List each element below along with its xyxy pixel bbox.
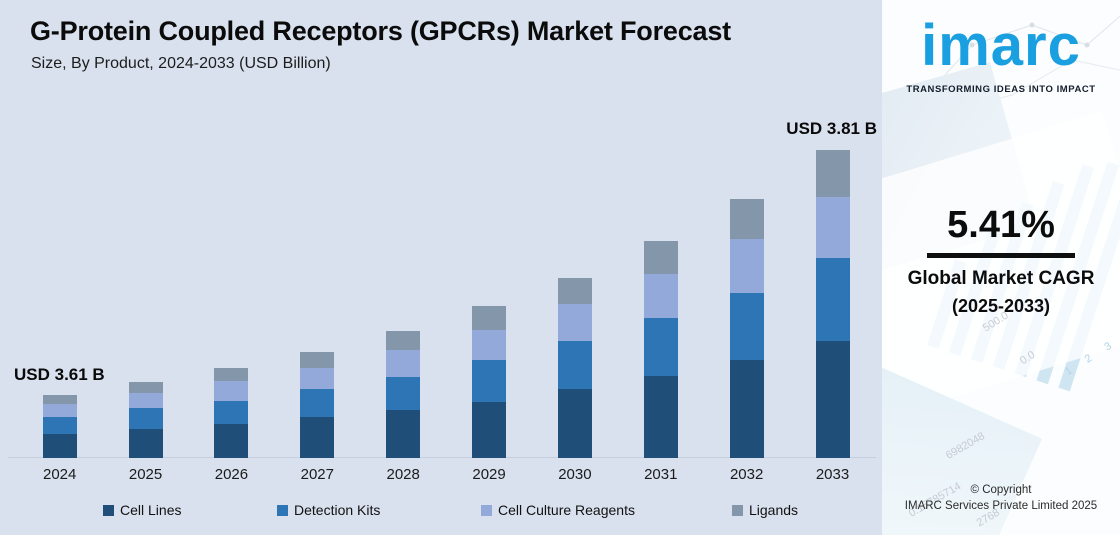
bar-segment-detection-kits: [128, 408, 163, 429]
bar-segment-ligands: [643, 241, 678, 274]
x-tick-2032: 2032: [729, 466, 764, 483]
bar-segment-cell-culture-reagents: [300, 368, 335, 389]
bar-segment-cell-culture-reagents: [729, 239, 764, 293]
bar-2028: [386, 331, 421, 458]
legend-label: Cell Lines: [120, 502, 182, 518]
x-tick-2029: 2029: [472, 466, 506, 483]
bar-segment-cell-lines: [472, 402, 507, 458]
bar-segment-ligands: [815, 150, 850, 197]
bar-segment-cell-culture-reagents: [386, 350, 421, 377]
page-title: G-Protein Coupled Receptors (GPCRs) Mark…: [30, 16, 731, 46]
bar-segment-detection-kits: [386, 377, 421, 410]
bar-segment-cell-lines: [42, 434, 77, 458]
legend-swatch: [277, 504, 288, 516]
cagr-label: Global Market CAGR: [907, 268, 1095, 289]
bar-2032: [729, 199, 764, 458]
bar-segment-detection-kits: [300, 389, 335, 417]
bar-2025: [128, 382, 163, 458]
bar-segment-cell-culture-reagents: [557, 304, 592, 341]
bar-2031: [643, 241, 678, 458]
cagr-underline: [927, 253, 1075, 258]
legend: Cell Lines Detection Kits Cell Culture Rea…: [0, 502, 882, 528]
bar-segment-detection-kits: [472, 360, 507, 402]
imarc-logo-tagline: TRANSFORMING IDEAS INTO IMPACT: [906, 84, 1096, 95]
x-axis-line: [8, 457, 876, 458]
bar-segment-detection-kits: [729, 293, 764, 360]
imarc-logo-text: imarc: [921, 13, 1081, 78]
bar-segment-detection-kits: [214, 401, 249, 424]
legend-label: Ligands: [749, 502, 799, 518]
bar-segment-ligands: [729, 199, 764, 239]
bar-segment-cell-culture-reagents: [128, 393, 163, 408]
bar-segment-cell-lines: [643, 376, 678, 458]
bar-segment-cell-culture-reagents: [472, 330, 507, 360]
bar-2029: [472, 306, 507, 458]
x-tick-2026: 2026: [214, 466, 249, 483]
bar-segment-ligands: [128, 382, 163, 393]
x-tick-2025: 2025: [128, 466, 163, 483]
bar-segment-ligands: [386, 331, 421, 350]
bar-2024: [42, 395, 77, 458]
x-tick-2027: 2027: [300, 466, 334, 483]
bar-segment-cell-lines: [214, 424, 249, 458]
bar-segment-cell-culture-reagents: [42, 404, 77, 417]
x-tick-2024: 2024: [43, 466, 77, 483]
legend-swatch: [103, 504, 114, 516]
x-tick-2033: 2033: [815, 466, 850, 483]
bar-2030: [557, 278, 592, 458]
copyright-note: © Copyright IMARC Services Private Limit…: [882, 482, 1120, 514]
legend-swatch: [481, 504, 492, 516]
value-label-2033: USD 3.81 B: [786, 119, 877, 138]
cagr-value: 5.41%: [947, 204, 1055, 246]
copyright-line2: IMARC Services Private Limited 2025: [904, 500, 1098, 512]
bar-segment-cell-lines: [128, 429, 163, 458]
bar-segment-ligands: [557, 278, 592, 304]
x-tick-2030: 2030: [558, 466, 592, 483]
cagr-block: 5.41% Global Market CAGR (2025-2033): [882, 204, 1120, 317]
bar-segment-detection-kits: [42, 417, 77, 434]
bar-segment-detection-kits: [643, 318, 678, 376]
bar-segment-cell-culture-reagents: [815, 197, 850, 258]
legend-item-detection-kits: Detection Kits: [277, 502, 380, 518]
legend-item-ligands: Ligands: [732, 502, 798, 518]
cagr-period: (2025-2033): [951, 296, 1051, 316]
legend-item-cell-culture-reagents: Cell Culture Reagents: [481, 502, 635, 518]
bar-2027: [300, 352, 335, 458]
bar-segment-cell-culture-reagents: [643, 274, 678, 318]
bar-segment-ligands: [42, 395, 77, 404]
bar-segment-cell-lines: [300, 417, 335, 458]
legend-label: Detection Kits: [294, 502, 381, 518]
bar-segment-cell-lines: [557, 389, 592, 458]
bar-segment-detection-kits: [557, 341, 592, 389]
x-tick-2031: 2031: [644, 466, 678, 483]
bar-segment-ligands: [472, 306, 507, 330]
bar-segment-cell-lines: [815, 341, 850, 458]
bar-segment-cell-lines: [386, 410, 421, 458]
bar-segment-detection-kits: [815, 258, 850, 341]
legend-item-cell-lines: Cell Lines: [103, 502, 181, 518]
bar-2033: [815, 150, 850, 458]
plot-area: USD 3.61 B USD 3.81 B 2024 2025 2026 2027 20…: [8, 119, 877, 483]
legend-swatch: [732, 504, 743, 516]
copyright-line1: © Copyright: [970, 484, 1032, 496]
value-label-2024: USD 3.61 B: [14, 365, 105, 384]
chart-area: G-Protein Coupled Receptors (GPCRs) Mark…: [0, 16, 882, 528]
x-tick-2028: 2028: [386, 466, 420, 483]
bar-segment-ligands: [214, 368, 249, 381]
bar-segment-ligands: [300, 352, 335, 368]
legend-label: Cell Culture Reagents: [498, 502, 635, 518]
bar-segment-cell-culture-reagents: [214, 381, 249, 401]
chart-subtitle: Size, By Product, 2024-2033 (USD Billion…: [31, 55, 331, 72]
bar-segment-cell-lines: [729, 360, 764, 458]
bar-2026: [214, 368, 249, 458]
imarc-logo: imarc TRANSFORMING IDEAS INTO IMPACT: [882, 6, 1120, 95]
